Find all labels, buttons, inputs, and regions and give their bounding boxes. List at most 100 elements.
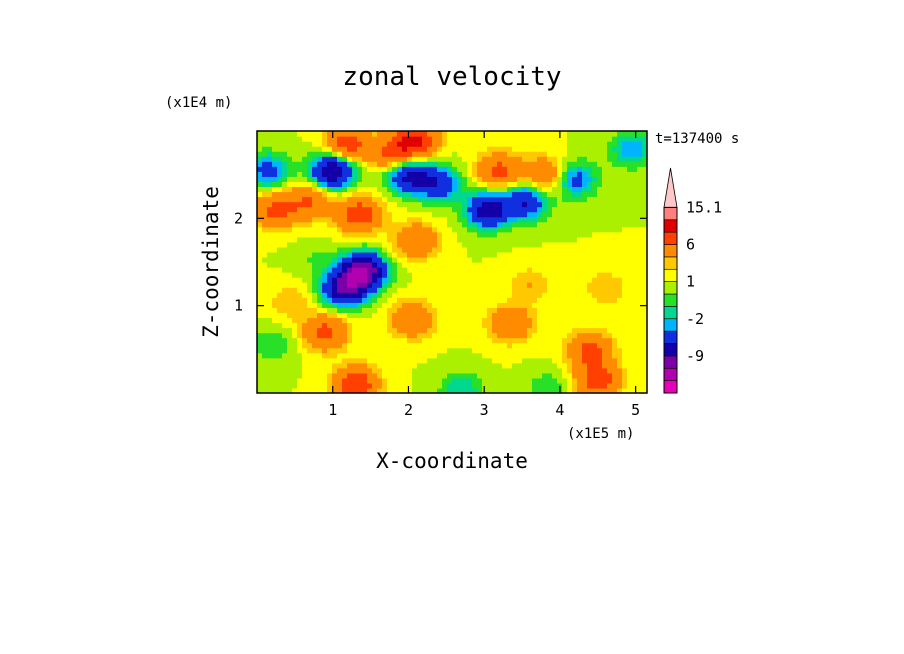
field-cell	[462, 241, 468, 248]
field-cell	[262, 337, 268, 344]
field-cell	[327, 161, 333, 167]
field-cell	[527, 186, 533, 193]
field-cell	[582, 272, 588, 278]
field-cell	[302, 327, 308, 334]
field-cell	[382, 302, 388, 308]
field-cell	[272, 166, 278, 172]
field-cell	[357, 362, 363, 369]
field-cell	[317, 357, 323, 364]
field-cell	[512, 272, 518, 278]
field-cell	[462, 221, 468, 228]
field-cell	[407, 312, 413, 319]
field-cell	[587, 176, 593, 182]
field-cell	[447, 206, 453, 213]
field-cell	[272, 352, 278, 359]
field-cell	[417, 322, 423, 329]
field-cell	[357, 176, 363, 182]
field-cell	[597, 312, 603, 319]
field-cell	[357, 377, 363, 384]
field-cell	[617, 302, 623, 308]
field-cell	[527, 267, 533, 273]
field-cell	[522, 352, 528, 359]
field-cell	[392, 196, 398, 203]
field-cell	[572, 206, 578, 213]
field-cell	[407, 357, 413, 364]
field-cell	[632, 166, 638, 172]
field-cell	[557, 267, 563, 273]
field-cell	[542, 231, 548, 238]
field-cell	[542, 196, 548, 203]
field-cell	[397, 131, 403, 137]
field-cell	[497, 302, 503, 308]
field-cell	[592, 382, 598, 389]
field-cell	[322, 196, 328, 203]
field-cell	[372, 236, 378, 243]
field-cell	[607, 221, 613, 228]
field-cell	[287, 136, 293, 142]
field-cell	[462, 176, 468, 182]
field-cell	[457, 161, 463, 167]
field-cell	[352, 216, 358, 223]
field-cell	[482, 272, 488, 278]
field-cell	[462, 282, 468, 288]
field-cell	[412, 297, 418, 303]
field-cell	[272, 262, 278, 268]
field-cell	[382, 231, 388, 238]
field-cell	[607, 377, 613, 384]
field-cell	[257, 236, 263, 243]
field-cell	[347, 201, 353, 208]
field-cell	[322, 176, 328, 182]
field-cell	[482, 292, 488, 298]
field-cell	[592, 211, 598, 218]
field-cell	[322, 312, 328, 319]
field-cell	[622, 211, 628, 218]
field-cell	[377, 186, 383, 193]
field-cell	[632, 201, 638, 208]
field-cell	[442, 352, 448, 359]
field-cell	[332, 357, 338, 364]
field-cell	[457, 246, 463, 253]
field-cell	[457, 302, 463, 308]
field-cell	[592, 191, 598, 198]
field-cell	[387, 241, 393, 248]
field-cell	[302, 231, 308, 238]
field-cell	[407, 352, 413, 359]
field-cell	[522, 337, 528, 344]
field-cell	[437, 136, 443, 142]
field-cell	[552, 377, 558, 384]
field-cell	[282, 136, 288, 142]
field-cell	[322, 307, 328, 313]
field-cell	[602, 151, 608, 157]
field-cell	[622, 131, 628, 137]
field-cell	[442, 191, 448, 198]
field-cell	[627, 251, 633, 258]
field-cell	[632, 362, 638, 369]
field-cell	[532, 352, 538, 359]
field-cell	[337, 327, 343, 334]
field-cell	[512, 327, 518, 334]
field-cell	[332, 282, 338, 288]
field-cell	[262, 382, 268, 389]
field-cell	[537, 236, 543, 243]
field-cell	[612, 332, 618, 339]
field-cell	[292, 352, 298, 359]
field-cell	[262, 297, 268, 303]
field-cell	[567, 312, 573, 319]
field-cell	[352, 251, 358, 258]
field-cell	[322, 166, 328, 172]
field-cell	[517, 327, 523, 334]
field-cell	[342, 342, 348, 349]
field-cell	[422, 277, 428, 283]
field-cell	[392, 211, 398, 218]
field-cell	[512, 211, 518, 218]
field-cell	[347, 272, 353, 278]
field-cell	[402, 231, 408, 238]
field-cell	[522, 206, 528, 213]
field-cell	[267, 272, 273, 278]
field-cell	[472, 241, 478, 248]
field-cell	[607, 141, 613, 147]
field-cell	[447, 277, 453, 283]
field-cell	[322, 171, 328, 177]
field-cell	[552, 317, 558, 324]
field-cell	[282, 241, 288, 248]
